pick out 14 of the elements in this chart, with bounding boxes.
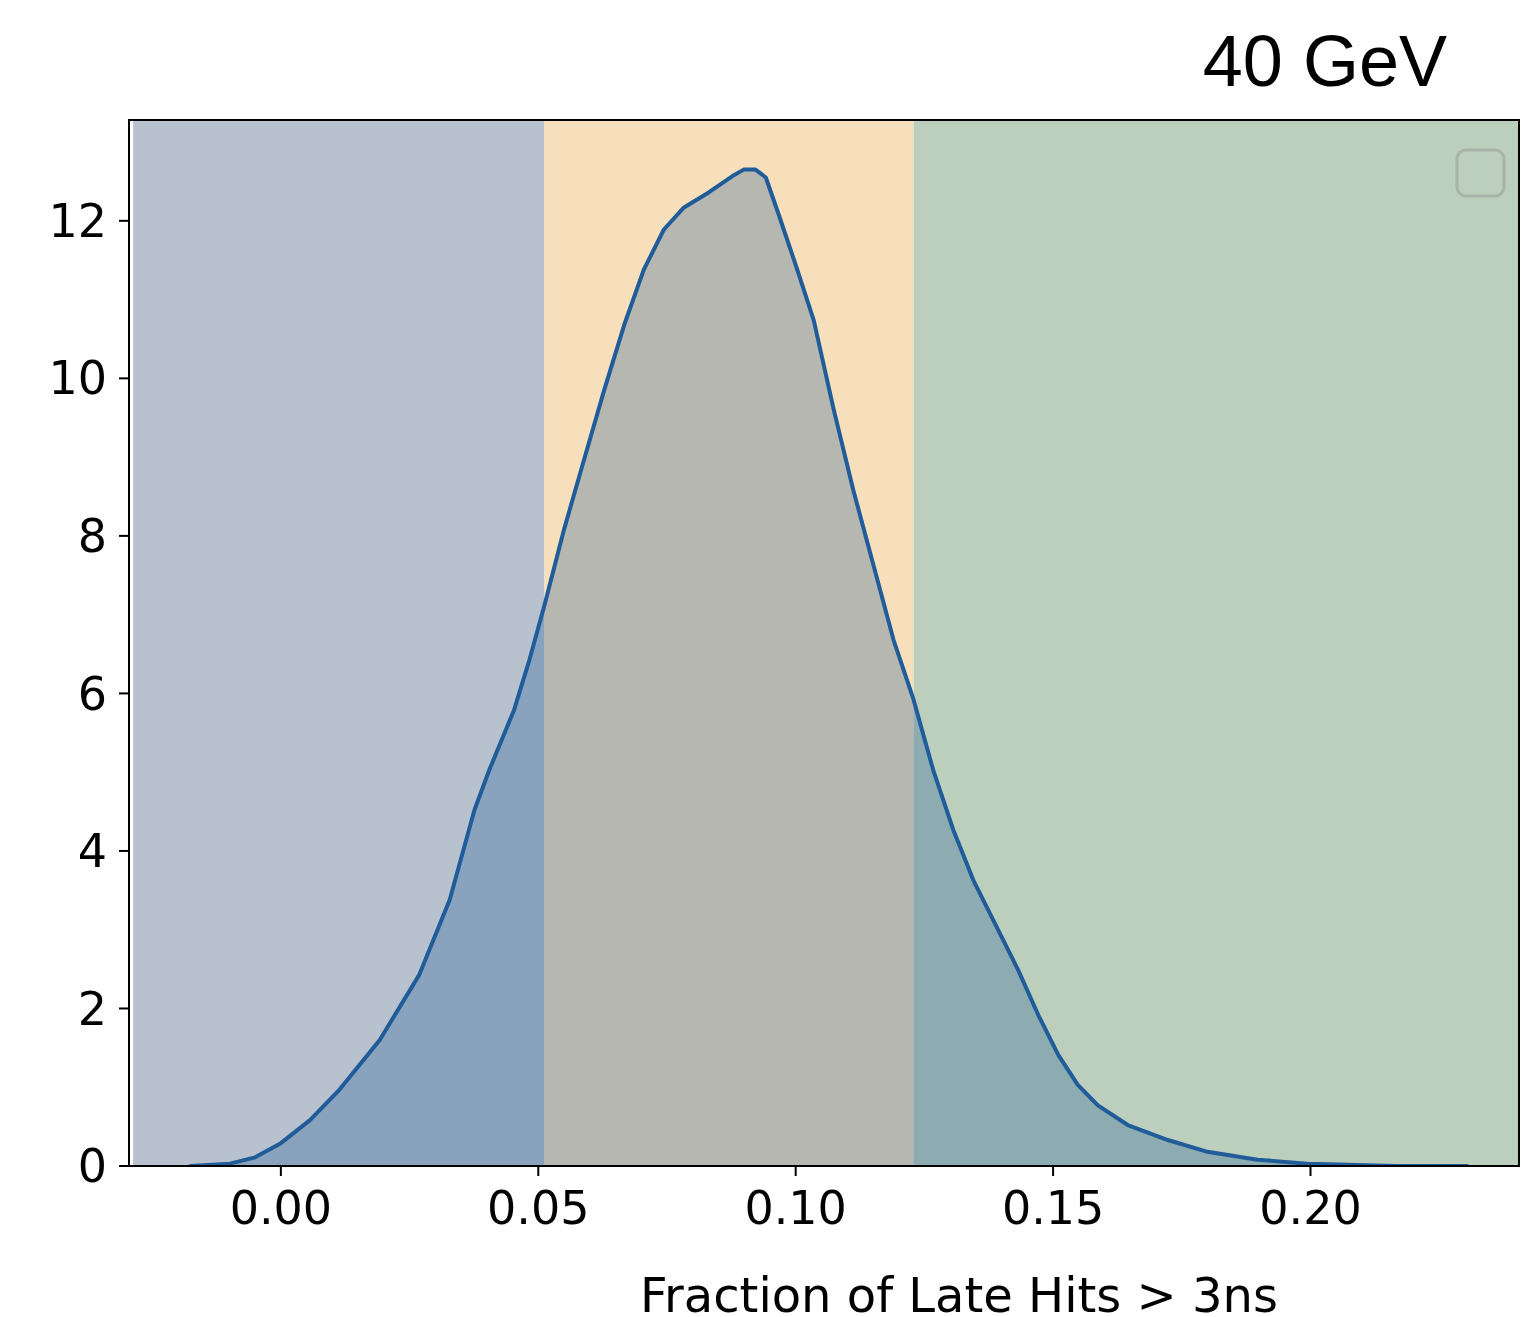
y-tick-label: 10 [48,351,107,406]
y-tick-label: 4 [77,824,107,879]
y-tick-label: 0 [77,1139,107,1194]
x-tick-label: 0.05 [487,1181,590,1235]
y-tick-label: 2 [77,981,107,1036]
chart-title: 40 GeV [1202,21,1447,101]
x-tick-label: 0.00 [229,1181,333,1235]
y-tick-label: 6 [77,666,107,721]
y-tick-label: 12 [48,193,107,248]
x-tick-label: 0.20 [1259,1181,1362,1235]
x-tick-label: 0.15 [1001,1181,1105,1235]
y-tick-label: 8 [77,508,107,563]
x-tick-label: 0.10 [744,1181,847,1235]
x-axis-title: Fraction of Late Hits > 3ns [639,1267,1279,1317]
